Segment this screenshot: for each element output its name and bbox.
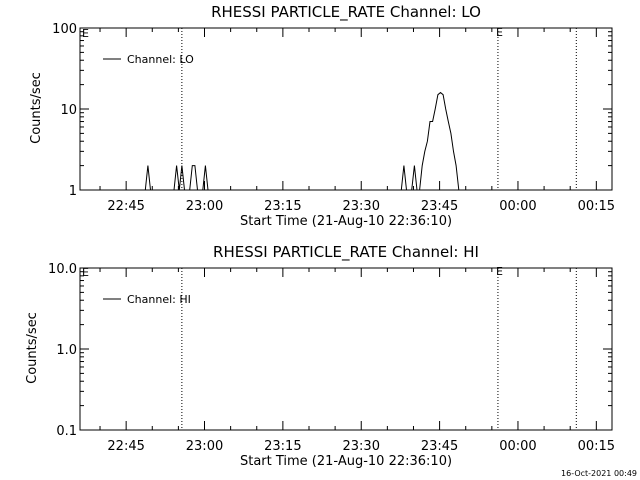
x-tick-label: 23:15 [264, 199, 301, 214]
x-tick-label: 22:45 [107, 439, 144, 454]
y-tick-labels: 1 10 100 [52, 22, 77, 199]
x-tick-label: 23:45 [421, 199, 458, 214]
y-tick-labels: 0.1 1.0 10.0 [48, 262, 77, 439]
y-axis-label: Counts/sec [29, 72, 44, 144]
x-tick-label: 23:00 [186, 439, 223, 454]
chart-title: RHESSI PARTICLE_RATE Channel: LO [211, 3, 481, 22]
x-tick-label: 00:00 [499, 199, 536, 214]
y-tick-label: 0.1 [56, 424, 77, 439]
y-tick-label: 10 [60, 103, 77, 118]
x-axis-label: Start Time (21-Aug-10 22:36:10) [240, 454, 452, 469]
y-tick-label: 1 [69, 184, 77, 199]
x-tick-label: 22:45 [107, 199, 144, 214]
marker-label-e: E [496, 26, 503, 39]
chart-title: RHESSI PARTICLE_RATE Channel: HI [213, 243, 479, 262]
x-tick-label: 00:15 [578, 199, 615, 214]
series-line [80, 91, 612, 191]
y-tick-label: 10.0 [48, 262, 77, 277]
x-tick-label: 23:30 [343, 199, 380, 214]
timestamp: 16-Oct-2021 00:49 [561, 469, 637, 478]
x-tick-label: 00:00 [499, 439, 536, 454]
legend-label: Channel: HI [127, 293, 191, 306]
x-tick-label: 23:30 [343, 439, 380, 454]
x-tick-label: 23:00 [186, 199, 223, 214]
x-tick-label: 23:15 [264, 439, 301, 454]
x-tick-labels: 22:45 23:00 23:15 23:30 23:45 00:00 00:15 [107, 199, 615, 214]
y-tick-label: 1.0 [56, 343, 77, 358]
corner-marker-label: E [82, 27, 89, 40]
hi-channel-panel: RHESSI PARTICLE_RATE Channel: HI 22:45 23… [25, 243, 615, 469]
marker-label-e: E [496, 265, 503, 278]
corner-marker-label: E [82, 266, 89, 279]
legend-label: Channel: LO [127, 53, 194, 66]
x-tick-label: 00:15 [578, 439, 615, 454]
x-axis-label: Start Time (21-Aug-10 22:36:10) [240, 214, 452, 229]
x-tick-labels: 22:45 23:00 23:15 23:30 23:45 00:00 00:15 [107, 439, 615, 454]
x-tick-label: 23:45 [421, 439, 458, 454]
y-axis-label: Counts/sec [25, 312, 40, 384]
lo-channel-panel: RHESSI PARTICLE_RATE Channel: LO 22:45 23… [29, 3, 615, 229]
y-tick-label: 100 [52, 22, 77, 37]
